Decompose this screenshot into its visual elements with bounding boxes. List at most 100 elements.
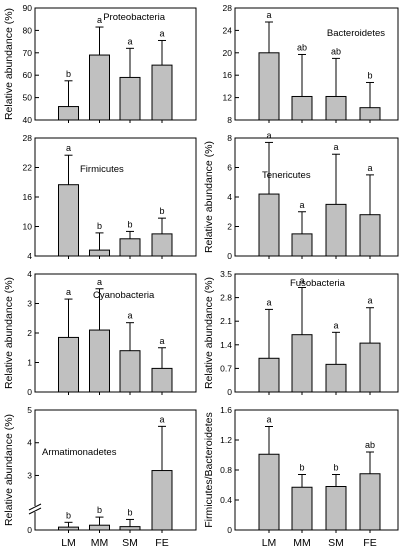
plot-frame xyxy=(234,273,399,393)
significance-letter: a xyxy=(266,10,271,20)
x-tick-label: MM xyxy=(293,537,311,549)
bar xyxy=(291,233,313,257)
bar xyxy=(258,193,280,257)
bar xyxy=(89,249,110,257)
significance-letter: ab xyxy=(331,46,341,56)
y-tick-label: 16 xyxy=(223,70,233,80)
significance-letter: a xyxy=(299,200,304,210)
y-tick-label: 0 xyxy=(227,387,232,397)
significance-letter: b xyxy=(97,221,102,231)
bar xyxy=(58,106,79,121)
significance-letter: a xyxy=(266,297,271,307)
bar xyxy=(89,524,110,531)
significance-letter: a xyxy=(127,311,132,321)
bar-group-mm: a xyxy=(89,277,110,393)
bar xyxy=(359,342,381,393)
bar-group-mm: b xyxy=(89,221,110,257)
bar xyxy=(151,367,173,393)
y-tick-label: 22 xyxy=(23,163,33,173)
y-tick-label: 0.7 xyxy=(220,363,232,373)
chart-panel-7: 0 3 4 5 b b b a Armatimonadetes Relative abundanc… xyxy=(3,405,197,549)
y-tick-label: 8 xyxy=(227,115,232,125)
chart-title: Firmicutes xyxy=(80,164,124,175)
y-tick-label: 1.2 xyxy=(220,435,232,445)
bar-group-fe: a xyxy=(359,163,381,257)
bar-group-sm: a xyxy=(119,311,141,393)
axis-break-mark xyxy=(28,507,42,515)
y-tick-label: 3.5 xyxy=(220,269,232,279)
chart-panel-8: 00.40.81.21.6ab babFirmicutes/Bacteroidet… xyxy=(203,405,399,549)
bar-group-sm: b xyxy=(325,463,347,531)
x-tick-label: FE xyxy=(155,537,168,549)
y-tick-label: 0 xyxy=(27,387,32,397)
chart-panel-6: 00.71.42.12.83.5aaaaFusobacteriaRelative… xyxy=(203,269,399,397)
x-tick-label: LM xyxy=(61,537,76,549)
bar xyxy=(89,54,110,121)
bar xyxy=(258,357,280,393)
y-axis-label: Relative abundance (%) xyxy=(203,277,215,389)
significance-letter: b xyxy=(127,507,132,517)
y-tick-label: 40 xyxy=(23,115,33,125)
bar-group-mm: ab xyxy=(291,42,313,121)
y-tick-label: 28 xyxy=(23,133,33,143)
y-tick-label: 4 xyxy=(27,251,32,261)
significance-letter: a xyxy=(97,15,102,25)
significance-letter: b xyxy=(333,463,338,473)
bar xyxy=(151,64,173,121)
significance-letter: b xyxy=(66,69,71,79)
y-tick-label: 1 xyxy=(27,358,32,368)
y-tick-label: 50 xyxy=(23,93,33,103)
chart-title: Tenericutes xyxy=(262,170,311,181)
y-tick-label: 4 xyxy=(27,438,32,448)
plot-frame xyxy=(34,7,197,121)
y-tick-label: 1.6 xyxy=(220,405,232,415)
significance-letter: a xyxy=(159,414,164,424)
bar-group-sm: b xyxy=(119,219,141,257)
y-axis-label: Relative abundance (%) xyxy=(203,141,215,253)
y-tick-label: 90 xyxy=(23,3,33,13)
axis-break-gap xyxy=(29,506,41,512)
y-axis-label: Relative abundance (%) xyxy=(3,414,15,526)
y-tick-label: 8 xyxy=(227,133,232,143)
y-tick-label: 10 xyxy=(23,222,33,232)
y-tick-label: 0 xyxy=(227,525,232,535)
y-tick-label: 0 xyxy=(227,251,232,261)
y-tick-label: 2.8 xyxy=(220,293,232,303)
bar xyxy=(258,453,280,531)
x-tick-label: SM xyxy=(122,537,138,549)
bar xyxy=(258,52,280,121)
y-tick-label: 24 xyxy=(223,25,233,35)
chart-title: Proteobacteria xyxy=(103,12,166,23)
y-tick-label: 2.1 xyxy=(220,316,232,326)
bar-group-lm: a xyxy=(258,10,280,121)
bar-group-sm: a xyxy=(325,320,347,393)
bar-group-sm: a xyxy=(119,36,141,121)
y-tick-label: 3 xyxy=(27,470,32,480)
bar-group-lm: a xyxy=(58,287,79,393)
bar xyxy=(291,486,313,531)
significance-letter: a xyxy=(367,296,372,306)
bar-group-fe: a xyxy=(359,296,381,393)
bar xyxy=(151,233,173,257)
significance-letter: b xyxy=(66,510,71,520)
significance-letter: b xyxy=(367,70,372,80)
y-tick-label: 4 xyxy=(227,192,232,202)
bar-group-fe: ab xyxy=(359,440,381,531)
significance-letter: a xyxy=(266,130,271,140)
y-tick-label: 16 xyxy=(23,192,33,202)
bar-group-mm: b xyxy=(291,463,313,531)
bar-group-fe: b xyxy=(151,206,173,257)
y-tick-label: 2 xyxy=(227,222,232,232)
bar-group-sm: ab xyxy=(325,46,347,121)
significance-letter: b xyxy=(97,505,102,515)
bar xyxy=(119,350,141,393)
chart-title: Armatimonadetes xyxy=(42,447,117,458)
significance-letter: a xyxy=(299,275,304,285)
chart-title: Bacteroidetes xyxy=(327,28,385,39)
y-tick-label: 80 xyxy=(23,25,33,35)
y-tick-label: 1.4 xyxy=(220,340,232,350)
bar xyxy=(359,473,381,531)
significance-letter: b xyxy=(159,206,164,216)
